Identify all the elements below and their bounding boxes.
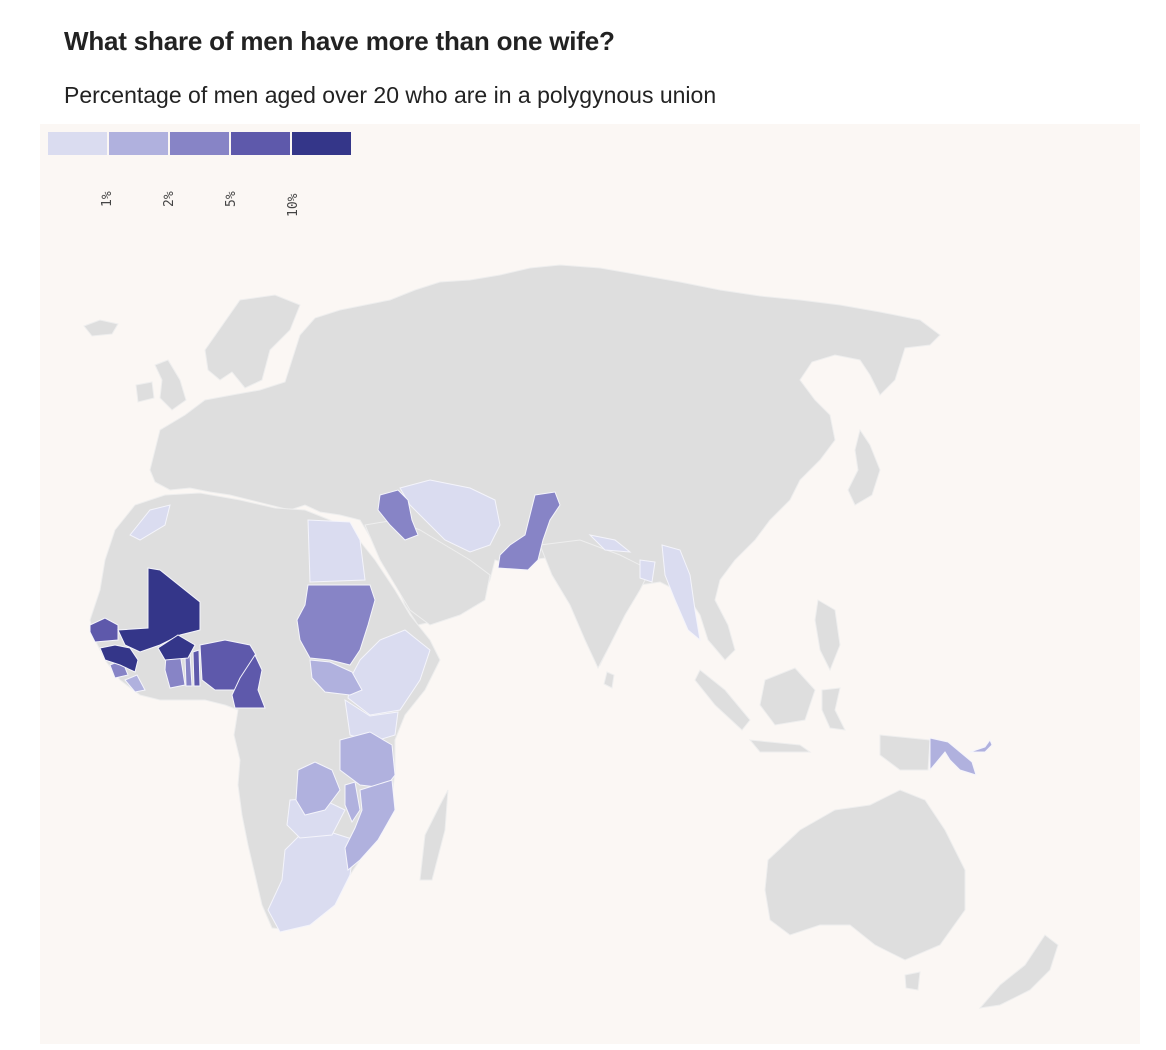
country-sudan[interactable] [296,584,376,666]
country-pakistan[interactable] [497,491,561,571]
java[interactable] [748,739,812,753]
chart-title: What share of men have more than one wif… [64,26,615,56]
country-cameroon[interactable] [231,653,266,709]
legend-bin-0[interactable] [48,132,107,155]
arabia[interactable] [364,519,491,626]
country-south-sudan[interactable] [309,659,363,696]
country-papua-new-guinea[interactable] [929,737,977,776]
legend-tick-2pct: 2% [162,191,177,207]
colored-countries [89,479,993,933]
country-guinea[interactable] [99,644,139,673]
country-benin[interactable] [192,649,201,687]
legend-tick-1pct: 1% [100,191,115,207]
country-bangladesh[interactable] [639,559,656,583]
ireland[interactable] [135,381,155,403]
iceland[interactable] [83,319,119,337]
australia[interactable] [764,789,966,961]
legend-bin-2[interactable] [170,132,229,155]
new-zealand[interactable] [978,934,1059,1009]
country-morocco[interactable] [129,504,171,541]
country-iraq[interactable] [377,489,419,541]
philippines[interactable] [814,599,841,672]
chart-subtitle: Percentage of men aged over 20 who are i… [64,82,717,108]
legend-bin-3[interactable] [231,132,290,155]
country-mozambique[interactable] [344,779,396,871]
world-map[interactable] [40,124,1140,1044]
borneo[interactable] [759,667,816,726]
country-nepal[interactable] [588,534,632,553]
country-burkina-faso[interactable] [157,634,196,661]
landmass-no-data [83,264,1059,1009]
sulawesi[interactable] [821,687,846,731]
uk[interactable] [154,359,187,411]
scandinavia[interactable] [204,294,301,389]
japan[interactable] [847,428,881,506]
india[interactable] [539,539,651,670]
legend-tick-10pct: 10% [286,193,301,217]
legend-bin-4[interactable] [292,132,351,155]
sri-lanka[interactable] [603,671,615,689]
madagascar[interactable] [419,789,449,881]
sumatra[interactable] [694,669,751,731]
country-zambia[interactable] [295,761,341,816]
country-png-islands[interactable] [969,738,993,753]
color-legend: 1% 2% 5% 10% [48,132,353,225]
tasmania[interactable] [904,971,921,991]
country-kenya[interactable] [344,698,399,743]
country-liberia[interactable] [124,674,146,693]
country-senegal[interactable] [89,617,119,643]
legend-bin-1[interactable] [109,132,168,155]
country-mali[interactable] [117,567,201,653]
legend-tick-5pct: 5% [224,191,239,207]
country-egypt[interactable] [307,519,366,583]
new-guinea-west[interactable] [879,734,931,771]
country-iran[interactable] [399,479,501,553]
country-myanmar[interactable] [661,544,701,642]
country-malawi[interactable] [344,781,361,824]
